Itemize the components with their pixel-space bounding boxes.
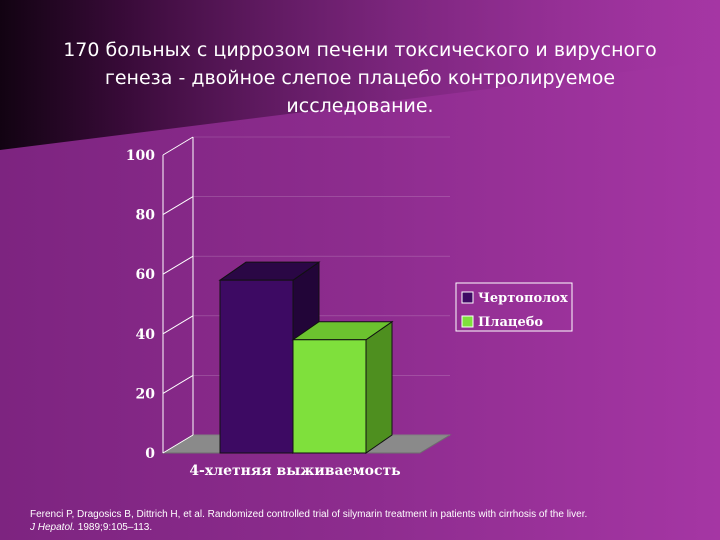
legend-swatch-2 xyxy=(461,315,474,328)
legend: Чертополох Плацебо xyxy=(455,282,573,332)
legend-label-1: Чертополох xyxy=(478,291,568,306)
slide-title: 170 больных с циррозом печени токсическо… xyxy=(63,39,657,117)
y-tick-label: 0 xyxy=(145,446,155,462)
legend-swatch-1 xyxy=(461,291,474,304)
gridline-diagonal xyxy=(162,255,194,275)
citation-text: Ferenci P, Dragosics B, Dittrich H, et a… xyxy=(30,509,588,520)
bar-side xyxy=(365,320,393,454)
gridline-diagonal xyxy=(162,136,194,156)
citation-details: 1989;9:105–113. xyxy=(75,522,153,533)
gridline-diagonal xyxy=(162,196,194,216)
bar-1 xyxy=(218,261,321,454)
bar-front xyxy=(219,279,294,454)
y-tick-label: 40 xyxy=(136,327,156,343)
gridline-diagonal xyxy=(162,315,194,335)
gridline-diagonal xyxy=(162,374,194,394)
x-category-label: 4-хлетняя выживаемость xyxy=(189,463,400,479)
y-tick-label: 100 xyxy=(126,148,155,164)
citation: Ferenci P, Dragosics B, Dittrich H, et a… xyxy=(30,508,590,534)
legend-label-2: Плацебо xyxy=(478,315,543,330)
bar-front xyxy=(292,339,367,454)
top-dark-band xyxy=(0,0,720,150)
y-tick-label: 60 xyxy=(136,267,156,283)
bar-2 xyxy=(291,320,394,454)
gridline-diagonal xyxy=(162,434,194,454)
y-tick-label: 80 xyxy=(136,208,156,224)
y-tick-label: 20 xyxy=(136,386,156,402)
citation-journal: J Hepatol. xyxy=(30,522,76,533)
legend-frame xyxy=(455,282,573,332)
